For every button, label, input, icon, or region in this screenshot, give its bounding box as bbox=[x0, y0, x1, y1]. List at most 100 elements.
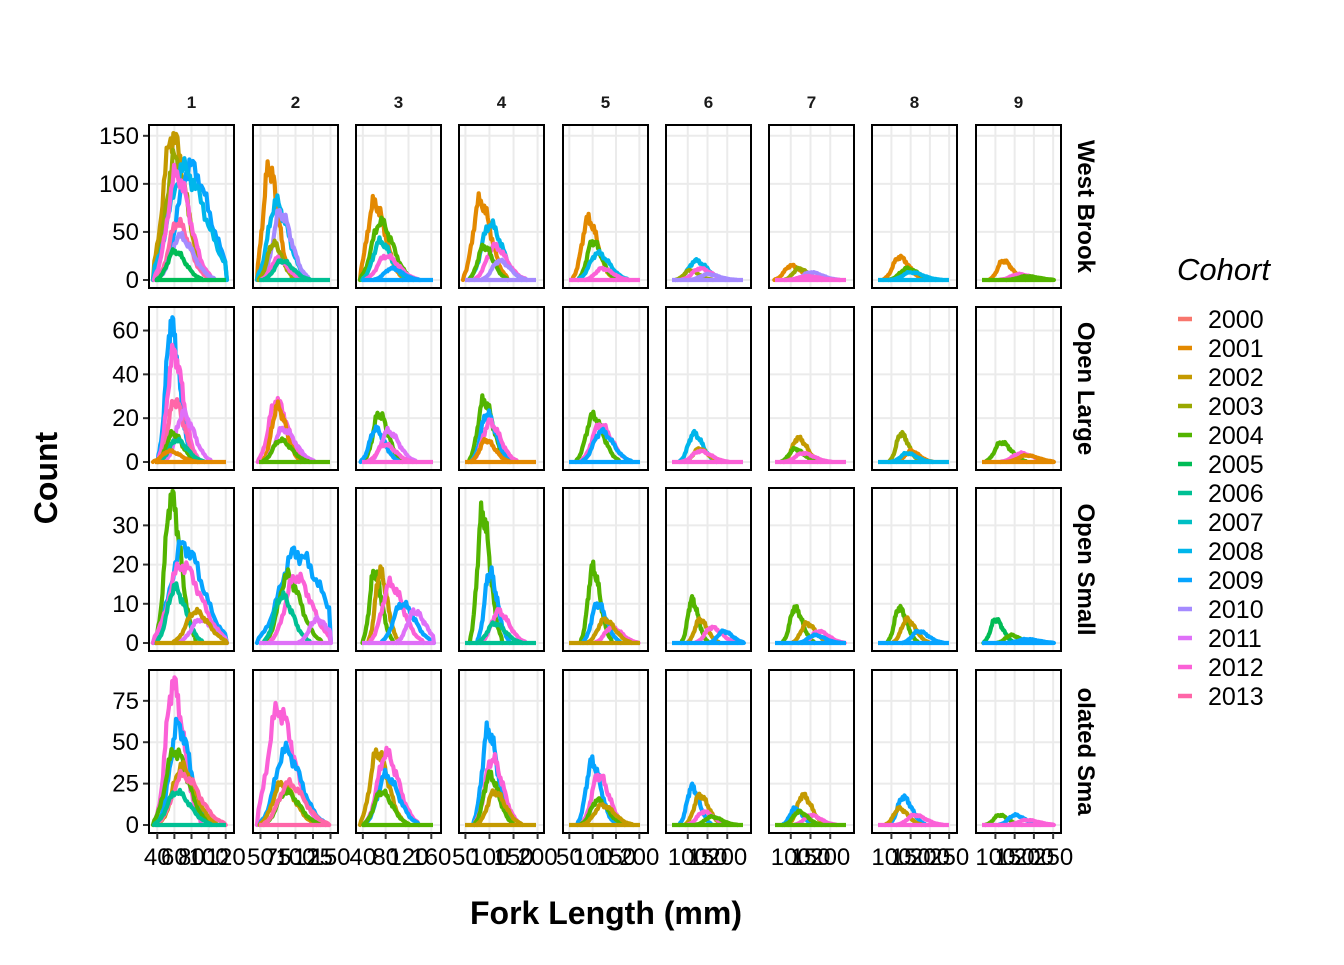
series-line-2010 bbox=[479, 257, 530, 283]
series-line-2002 bbox=[580, 802, 636, 828]
x-tick-label: 150 bbox=[494, 844, 534, 871]
facet-panel bbox=[562, 487, 649, 652]
panel-border bbox=[458, 306, 545, 471]
y-tick-label: 150 bbox=[99, 123, 139, 150]
series-line-2004 bbox=[150, 747, 213, 828]
legend-item: 2009 bbox=[1178, 567, 1264, 595]
series-line-2010 bbox=[259, 208, 312, 283]
facet-row-label: Open Large bbox=[1072, 322, 1099, 455]
series-line-2004 bbox=[467, 500, 505, 646]
x-tick-label: 75 bbox=[265, 844, 292, 871]
x-tick-label: 250 bbox=[929, 844, 969, 871]
panel-border bbox=[562, 487, 649, 652]
facet-panel bbox=[665, 306, 752, 471]
y-tick-label: 20 bbox=[112, 405, 139, 432]
x-tick-label: 200 bbox=[619, 844, 659, 871]
series-line-2009 bbox=[254, 545, 333, 646]
panel-border bbox=[768, 124, 855, 289]
panel-border bbox=[665, 487, 752, 652]
series-line-2013 bbox=[260, 777, 332, 828]
series-line-2009 bbox=[706, 628, 746, 646]
legend-item: 2003 bbox=[1178, 393, 1264, 421]
series-line-2012 bbox=[367, 575, 426, 646]
series-line-2002 bbox=[366, 564, 401, 646]
series-line-2009 bbox=[378, 599, 436, 646]
panel-border bbox=[871, 124, 958, 289]
series-line-2009 bbox=[579, 426, 635, 465]
x-tick-label: 200 bbox=[518, 844, 558, 871]
series-line-2012 bbox=[364, 441, 416, 465]
x-tick-label: 150 bbox=[995, 844, 1035, 871]
facet-panel bbox=[665, 669, 752, 834]
legend-label: 2006 bbox=[1208, 480, 1264, 508]
x-tick-label: 80 bbox=[372, 844, 399, 871]
x-tick-label: 125 bbox=[293, 844, 333, 871]
facet-panel bbox=[252, 669, 339, 834]
series-line-2011 bbox=[394, 607, 436, 646]
x-tick-label: 60 bbox=[161, 844, 188, 871]
facet-panel bbox=[665, 487, 752, 652]
facet-panel bbox=[148, 669, 235, 834]
legend-label: 2011 bbox=[1208, 625, 1262, 653]
legend-item: 2004 bbox=[1178, 422, 1264, 450]
panel-border bbox=[562, 306, 649, 471]
panel-border bbox=[975, 487, 1062, 652]
facet-panel bbox=[355, 124, 442, 289]
y-tick-label: 40 bbox=[112, 361, 139, 388]
x-tick-label: 150 bbox=[310, 844, 350, 871]
facet-panels: 1 2 3 4 5 6 7 8 9 West Brook Open Large Open Small o… bbox=[99, 93, 1099, 871]
legend-label: 2001 bbox=[1208, 335, 1264, 363]
x-tick-label: 80 bbox=[178, 844, 205, 871]
legend-label: 2010 bbox=[1208, 596, 1264, 624]
series-line-2006 bbox=[154, 581, 205, 646]
y-tick-label: 10 bbox=[112, 591, 139, 618]
y-tick-label: 25 bbox=[112, 771, 139, 798]
panel-border bbox=[355, 669, 442, 834]
facet-panel bbox=[252, 306, 339, 471]
x-tick-label: 150 bbox=[891, 844, 931, 871]
panel-border bbox=[252, 487, 339, 652]
facet-panel bbox=[665, 124, 752, 289]
series-line-2002 bbox=[883, 804, 924, 828]
x-tick-label: 200 bbox=[707, 844, 747, 871]
facet-column-label: 1 bbox=[187, 93, 196, 112]
panel-border bbox=[148, 306, 235, 471]
y-tick-label: 60 bbox=[112, 318, 139, 345]
series-line-2012 bbox=[155, 342, 201, 465]
x-tick-label: 100 bbox=[668, 844, 708, 871]
y-tick-label: 0 bbox=[126, 630, 139, 657]
series-line-2012 bbox=[255, 395, 308, 465]
panel-border bbox=[458, 124, 545, 289]
x-tick-label: 100 bbox=[275, 844, 315, 871]
series-line-2002 bbox=[474, 788, 525, 828]
facet-panel bbox=[148, 487, 235, 652]
series-line-2011 bbox=[296, 614, 333, 646]
x-tick-label: 100 bbox=[771, 844, 811, 871]
panel-border bbox=[355, 124, 442, 289]
y-tick-label: 20 bbox=[112, 552, 139, 579]
facet-panel bbox=[975, 669, 1062, 834]
legend-item: 2005 bbox=[1178, 451, 1264, 479]
series-line-2006 bbox=[151, 787, 214, 828]
legend-item: 2012 bbox=[1178, 654, 1264, 682]
x-tick-label: 50 bbox=[556, 844, 583, 871]
panel-border bbox=[768, 487, 855, 652]
y-tick-label: 50 bbox=[112, 219, 139, 246]
x-tick-label: 200 bbox=[810, 844, 850, 871]
x-tick-label: 200 bbox=[1014, 844, 1054, 871]
y-tick-label: 0 bbox=[126, 812, 139, 839]
x-tick-label: 100 bbox=[871, 844, 911, 871]
legend-label: 2000 bbox=[1208, 306, 1264, 334]
series-line-2001 bbox=[460, 191, 510, 283]
facet-panel bbox=[871, 669, 958, 834]
facet-panel bbox=[871, 124, 958, 289]
x-tick-label: 120 bbox=[206, 844, 246, 871]
facet-column-label: 6 bbox=[704, 93, 713, 112]
legend-label: 2003 bbox=[1208, 393, 1264, 421]
panel-border bbox=[768, 306, 855, 471]
x-tick-label: 200 bbox=[910, 844, 950, 871]
x-tick-label: 150 bbox=[596, 844, 636, 871]
series-line-2004 bbox=[259, 436, 312, 465]
